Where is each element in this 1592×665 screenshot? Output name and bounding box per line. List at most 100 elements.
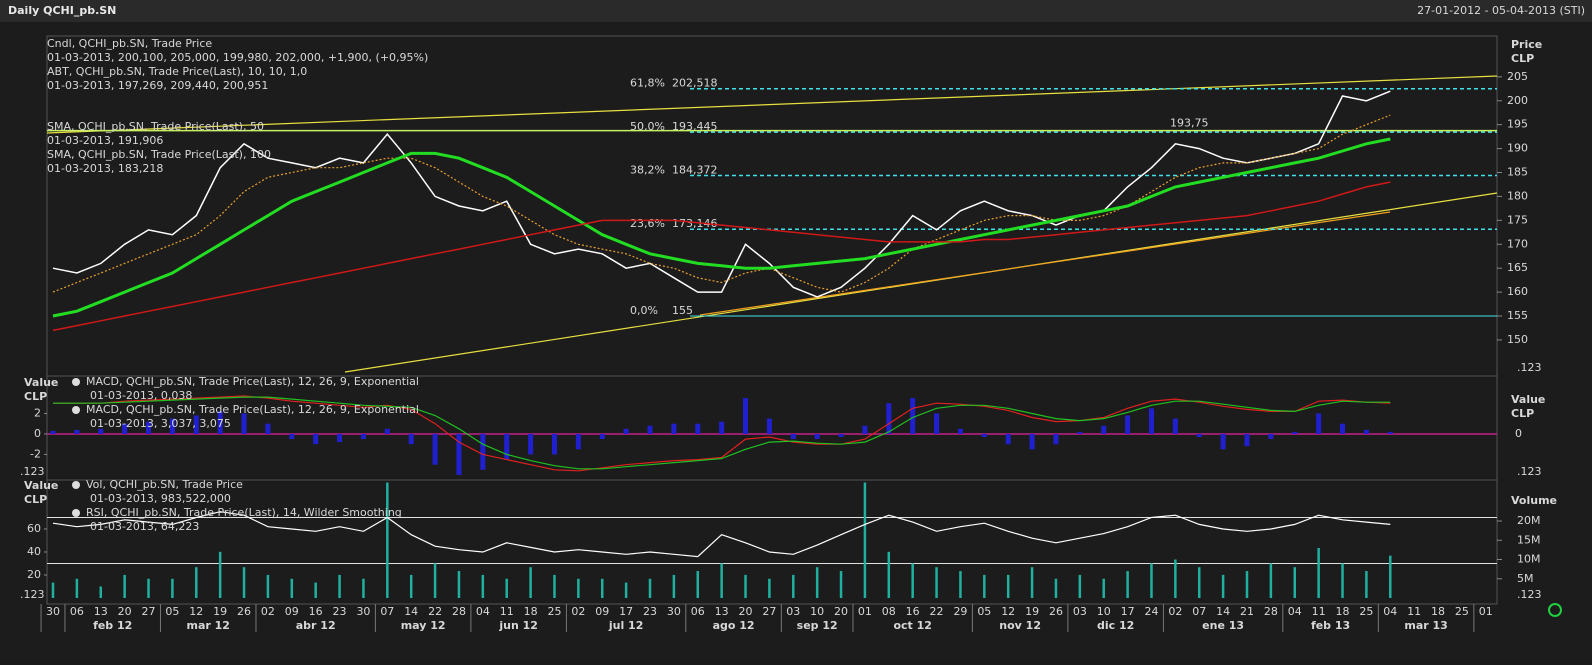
y-tick-label: 165 — [1507, 261, 1528, 274]
y-tick-label: 20 — [27, 568, 41, 581]
month-label: feb 12 — [93, 619, 132, 632]
fib-label: 61,8% — [630, 77, 665, 90]
x-tick-label: 17 — [1121, 605, 1135, 618]
trend-line — [46, 75, 1498, 134]
bar — [838, 433, 844, 438]
y-tick-label: 0 — [34, 427, 41, 440]
bar — [790, 433, 796, 440]
y-tick-label: 200 — [1507, 94, 1528, 107]
bar — [887, 551, 891, 598]
x-tick-label: 25 — [1455, 605, 1469, 618]
x-tick-label: 12 — [189, 605, 203, 618]
month-label: jun 12 — [498, 619, 538, 632]
bar — [671, 423, 677, 434]
bar — [266, 574, 270, 598]
bar — [1389, 555, 1392, 598]
y-tick-label: 175 — [1507, 213, 1528, 226]
plot-frame — [46, 35, 1498, 605]
y-tick-label: 170 — [1507, 237, 1528, 250]
legend-value: 01-03-2013, 197,269, 209,440, 200,951 — [47, 79, 268, 92]
series-line — [52, 181, 1391, 332]
month-label: dic 12 — [1097, 619, 1134, 632]
legend-icon — [72, 406, 80, 414]
y-tick-label: 150 — [1507, 333, 1528, 346]
scale-box: .123 — [20, 588, 45, 601]
legend-icon — [72, 378, 80, 386]
bar — [839, 571, 843, 598]
bar — [218, 551, 222, 598]
month-label: ene 13 — [1202, 619, 1244, 632]
month-label: feb 13 — [1311, 619, 1350, 632]
x-tick-label: 28 — [1264, 605, 1278, 618]
bar — [719, 421, 725, 434]
x-tick-label: 12 — [1001, 605, 1015, 618]
bar — [433, 563, 437, 598]
bar — [386, 482, 389, 598]
bar — [480, 433, 486, 470]
x-tick-label: 18 — [524, 605, 538, 618]
x-tick-label: 08 — [882, 605, 896, 618]
bar — [1172, 418, 1178, 434]
scale-box: .123 — [1517, 465, 1542, 478]
axis-unit: CLP — [24, 390, 47, 403]
bar — [623, 428, 629, 434]
bar — [360, 433, 366, 440]
bar — [1293, 567, 1297, 598]
bar — [314, 582, 317, 598]
bar — [1269, 563, 1273, 598]
y-tick-label: 205 — [1507, 70, 1528, 83]
x-tick-label: 02 — [261, 605, 275, 618]
x-tick-label: 30 — [667, 605, 681, 618]
month-label: oct 12 — [893, 619, 931, 632]
axis-label: Price — [1511, 38, 1542, 51]
bar — [290, 578, 294, 598]
x-tick-label: 22 — [428, 605, 442, 618]
legend-name: Cndl, QCHI_pb.SN, Trade Price — [47, 37, 212, 50]
bar — [122, 423, 128, 434]
bar — [792, 574, 795, 598]
x-tick-label: 11 — [1407, 605, 1421, 618]
bar — [217, 411, 223, 434]
legend-name: MACD, QCHI_pb.SN, Trade Price(Last), 12,… — [86, 403, 419, 416]
x-tick-label: 20 — [739, 605, 753, 618]
bar — [743, 398, 749, 434]
bar — [528, 433, 534, 455]
month-label: may 12 — [401, 619, 446, 632]
y-tick-label: 40 — [27, 545, 41, 558]
bar — [1363, 429, 1369, 434]
date-range: 27-01-2012 - 05-04-2013 (STI) — [1417, 4, 1585, 17]
y-tick-label: 185 — [1507, 166, 1528, 179]
legend-icon — [72, 509, 80, 517]
x-tick-label: 05 — [165, 605, 179, 618]
x-tick-label: 06 — [70, 605, 84, 618]
bar — [362, 578, 365, 598]
bar — [1174, 559, 1177, 598]
bar — [1053, 433, 1059, 445]
y-tick-label: 0 — [1515, 427, 1522, 440]
bar — [553, 574, 556, 598]
scale-box: .123 — [1517, 361, 1542, 374]
bar — [815, 567, 819, 598]
x-tick-label: 25 — [547, 605, 561, 618]
bar — [289, 433, 295, 440]
x-tick-label: 01 — [858, 605, 872, 618]
bar — [1029, 433, 1035, 450]
x-tick-label: 04 — [476, 605, 490, 618]
x-tick-label: 18 — [1431, 605, 1445, 618]
x-tick-label: 09 — [595, 605, 609, 618]
legend-value: 01-03-2013, 3,037, 3,075 — [90, 417, 231, 430]
bar — [720, 563, 723, 598]
bar — [1148, 408, 1154, 434]
bar — [575, 433, 581, 450]
bar — [147, 578, 150, 598]
x-tick-label: 30 — [46, 605, 60, 618]
bar — [1387, 431, 1393, 434]
bar — [313, 433, 319, 445]
bar — [696, 571, 700, 598]
bar — [1365, 571, 1368, 598]
bar — [241, 413, 247, 434]
x-tick-label: 16 — [309, 605, 323, 618]
x-tick-label: 20 — [834, 605, 848, 618]
bar — [1340, 423, 1346, 434]
